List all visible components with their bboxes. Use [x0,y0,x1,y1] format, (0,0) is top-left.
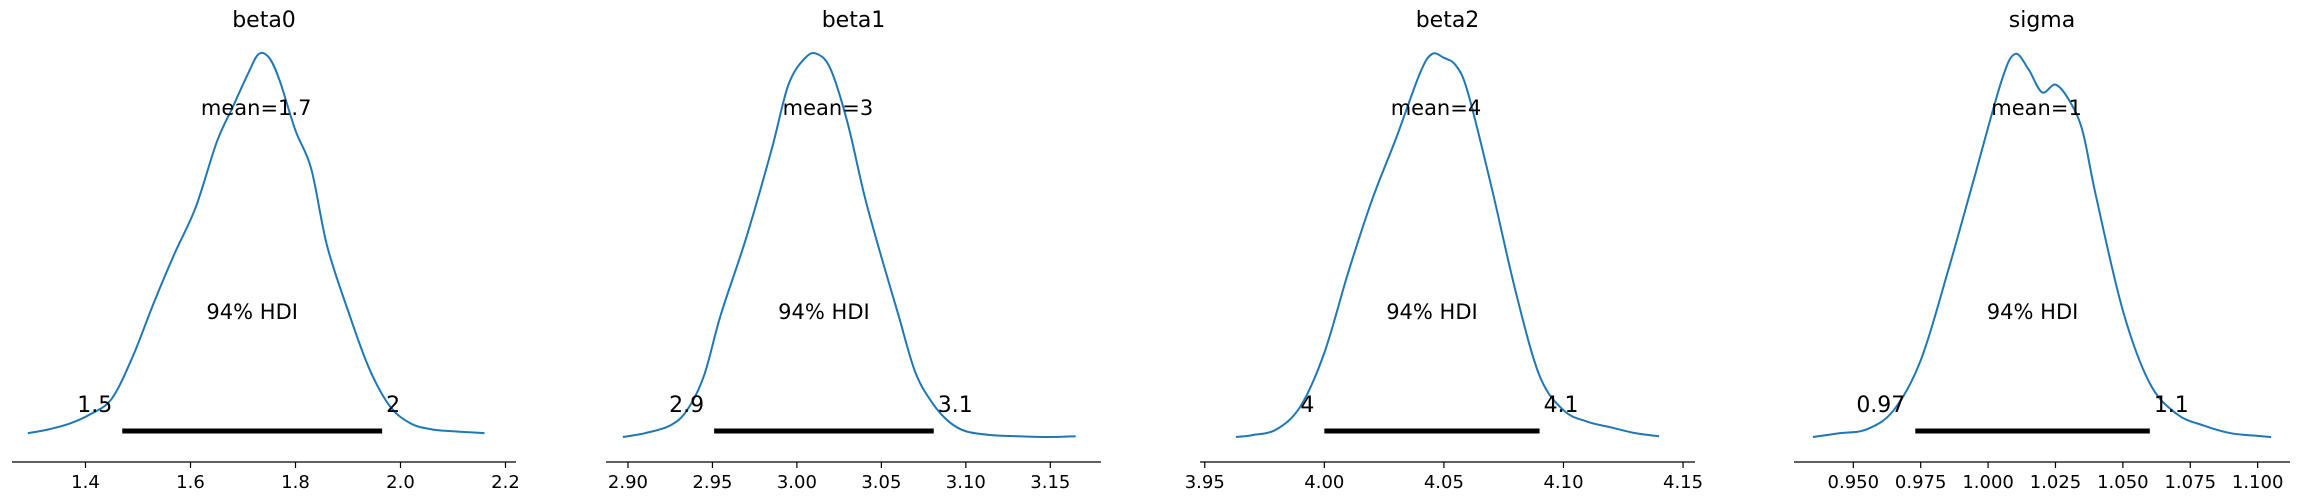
panel-beta2: beta2 3.95 4.00 4.05 4.10 4.15 4 4.1 mean=4 94% H… [1185,8,1703,493]
hdi-caption: 94% HDI [778,300,870,324]
mean-label: mean=4 [1391,96,1482,120]
x-tick-label: 3.95 [1185,472,1225,493]
x-tick-label: 0.975 [1895,472,1947,493]
panel-title: beta2 [1416,8,1480,33]
x-tick-label: 1.6 [176,472,205,493]
hdi-caption: 94% HDI [206,300,298,324]
x-tick-label: 1.075 [2164,472,2216,493]
x-tick-label: 4.10 [1543,472,1583,493]
x-tick-label: 2.2 [491,472,520,493]
hdi-low-label: 0.97 [1856,393,1905,418]
x-tick-label: 1.4 [71,472,100,493]
x-tick-label: 3.05 [861,472,901,493]
x-tick-label: 4.15 [1663,472,1703,493]
mean-label: mean=3 [783,96,874,120]
hdi-high-label: 4.1 [1544,393,1579,418]
hdi-caption: 94% HDI [1386,300,1478,324]
panel-title: beta1 [822,8,886,33]
density-curve-beta2 [1235,52,1660,438]
hdi-high-label: 1.1 [2154,393,2189,418]
hdi-high-label: 3.1 [938,393,973,418]
x-tick-label: 3.15 [1030,472,1070,493]
hdi-low-label: 2.9 [669,393,704,418]
x-tick-label: 1.025 [2030,472,2082,493]
x-tick-label: 1.050 [2097,472,2149,493]
x-tick-label: 2.90 [608,472,648,493]
x-tick-label: 1.000 [1962,472,2014,493]
x-tick-label: 4.05 [1424,472,1464,493]
panel-sigma: sigma 0.950 0.975 1.000 1.025 1.050 1.075 1.100… [1794,8,2290,493]
mean-label: mean=1.7 [201,96,312,120]
panel-beta1: beta1 2.90 2.95 3.00 3.05 3.10 3.15 2.9 3.1 mean=… [606,8,1101,493]
x-tick-label: 0.950 [1828,472,1880,493]
x-tick-label: 4.00 [1304,472,1344,493]
x-tick-label: 1.100 [2232,472,2284,493]
panel-beta0: beta0 1.4 1.6 1.8 2.0 2.2 1.5 2 mean=1.7 94% HDI [12,8,520,493]
density-curve-sigma [1812,52,2272,438]
hdi-caption: 94% HDI [1987,300,2079,324]
panel-title: sigma [2009,8,2075,33]
x-tick-label: 3.00 [777,472,817,493]
x-tick-label: 1.8 [281,472,310,493]
hdi-high-label: 2 [386,393,400,418]
x-tick-label: 2.0 [386,472,415,493]
hdi-low-label: 1.5 [77,393,112,418]
x-tick-label: 2.95 [692,472,732,493]
x-tick-label: 3.10 [946,472,986,493]
density-curve-beta1 [622,52,1076,439]
density-curve-beta0 [27,51,485,435]
mean-label: mean=1 [1991,96,2082,120]
hdi-low-label: 4 [1300,393,1314,418]
panel-title: beta0 [232,8,296,33]
